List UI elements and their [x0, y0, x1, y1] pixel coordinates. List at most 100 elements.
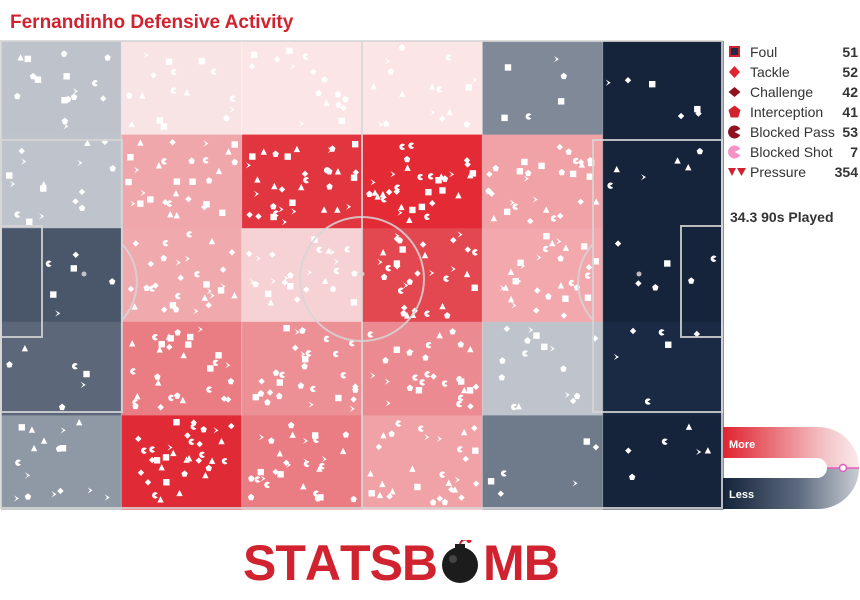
heatmap-cell	[602, 321, 724, 416]
event-marker	[352, 169, 360, 176]
event-marker	[21, 158, 27, 165]
event-marker	[302, 437, 308, 445]
logo-letter: B	[523, 535, 560, 591]
event-marker	[194, 271, 201, 278]
event-marker	[418, 203, 426, 211]
event-marker	[293, 296, 301, 303]
event-marker	[245, 162, 251, 169]
event-marker	[557, 254, 564, 262]
event-marker	[162, 239, 169, 247]
event-marker	[253, 190, 259, 198]
event-marker	[385, 188, 393, 196]
event-marker	[77, 159, 83, 167]
event-marker	[172, 189, 180, 197]
event-marker	[294, 328, 300, 336]
event-marker	[371, 189, 379, 196]
event-marker	[181, 470, 188, 477]
heatmap-cell	[241, 321, 363, 416]
event-marker	[693, 330, 701, 338]
event-marker	[274, 56, 281, 63]
event-marker	[223, 114, 230, 122]
event-marker	[419, 241, 427, 248]
event-marker	[173, 178, 181, 185]
event-marker	[543, 233, 550, 240]
event-marker	[202, 471, 209, 479]
event-marker	[527, 217, 534, 225]
event-marker	[40, 437, 48, 444]
event-marker	[289, 63, 296, 70]
challenge-diamond-icon	[728, 87, 741, 97]
event-marker	[342, 95, 349, 103]
logo-letter: S	[243, 535, 276, 591]
event-marker	[207, 365, 214, 372]
pitch-heatmap	[0, 40, 724, 510]
event-marker	[511, 302, 517, 309]
event-marker	[376, 491, 384, 499]
event-marker	[471, 424, 478, 432]
event-marker	[457, 394, 464, 402]
event-marker	[629, 327, 637, 335]
event-marker	[154, 373, 161, 380]
event-marker	[418, 425, 424, 432]
event-marker	[149, 446, 156, 453]
event-marker	[149, 285, 156, 292]
event-marker	[179, 396, 187, 404]
event-marker	[550, 215, 557, 222]
event-marker	[188, 157, 195, 164]
event-marker	[406, 349, 413, 356]
event-marker	[127, 154, 134, 161]
event-marker	[206, 386, 213, 393]
event-marker	[522, 350, 528, 357]
event-marker	[450, 265, 456, 273]
event-marker	[454, 476, 460, 484]
event-marker	[455, 192, 462, 199]
logo-letter: A	[304, 535, 341, 591]
event-marker	[57, 487, 64, 495]
event-marker	[71, 362, 78, 370]
event-marker	[174, 392, 181, 399]
event-marker	[404, 312, 411, 319]
event-marker	[448, 486, 455, 493]
event-marker	[704, 447, 712, 454]
event-marker	[286, 47, 293, 55]
legend-row-blocked-shot: Blocked Shot 7	[726, 142, 858, 162]
event-marker	[219, 266, 227, 273]
event-marker	[538, 162, 545, 170]
event-marker	[50, 291, 57, 298]
event-marker	[252, 280, 259, 288]
event-marker	[293, 145, 301, 153]
event-marker	[456, 400, 463, 408]
event-marker	[333, 258, 339, 265]
event-marker	[384, 58, 391, 65]
event-marker	[519, 262, 525, 270]
event-marker	[463, 120, 471, 128]
event-marker	[221, 457, 228, 465]
event-marker	[70, 265, 78, 272]
event-marker	[592, 443, 600, 451]
event-marker	[652, 284, 659, 291]
event-marker	[270, 213, 277, 221]
event-marker	[60, 50, 68, 57]
event-marker	[245, 250, 253, 257]
event-marker	[109, 165, 116, 172]
heatmap-cell	[121, 41, 243, 136]
event-marker	[147, 196, 154, 203]
event-marker	[649, 80, 656, 88]
heatmap-cell	[602, 41, 724, 136]
event-marker	[272, 150, 279, 157]
legend-count: 51	[842, 44, 858, 60]
event-marker	[628, 473, 636, 481]
event-marker	[366, 190, 373, 198]
event-marker	[572, 480, 578, 487]
event-marker	[180, 351, 187, 359]
event-marker	[284, 153, 291, 160]
event-marker	[287, 421, 295, 429]
event-marker	[268, 437, 275, 444]
event-marker	[524, 337, 531, 344]
legend-label: Interception	[750, 104, 824, 120]
event-marker	[132, 399, 139, 406]
event-marker	[613, 165, 620, 173]
foul-square-icon	[729, 46, 740, 57]
event-marker	[441, 175, 449, 182]
event-marker	[516, 168, 524, 175]
